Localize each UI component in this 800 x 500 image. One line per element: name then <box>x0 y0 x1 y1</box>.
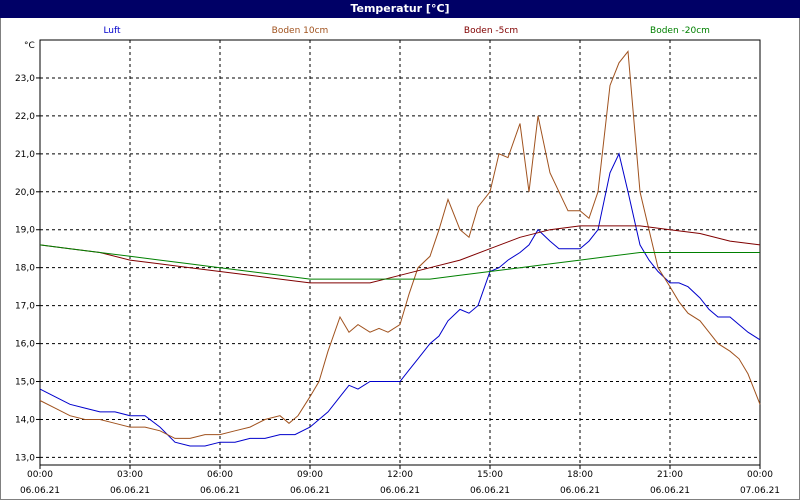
y-tick-label: 19,0 <box>15 226 35 236</box>
window-title: Temperatur [°C] <box>0 0 800 18</box>
x-tick-time-label: 21:00 <box>657 470 683 480</box>
legend: Luft Boden 10cm Boden -5cm Boden -20cm <box>103 26 710 36</box>
x-tick-time-label: 09:00 <box>297 470 323 480</box>
x-tick-date-label: 06.06.21 <box>650 486 690 496</box>
x-tick-date-label: 06.06.21 <box>20 486 60 496</box>
x-tick-time-label: 06:00 <box>207 470 233 480</box>
x-tick-time-label: 03:00 <box>117 470 143 480</box>
x-tick-time-label: 12:00 <box>387 470 413 480</box>
y-axis: 13,0 14,0 15,0 16,0 17,0 18,0 19,0 20,0 21,0 22,0… <box>15 74 40 463</box>
series-line-boden-10cm <box>39 50 761 439</box>
y-tick-label: 16,0 <box>15 340 35 350</box>
x-tick-time-label: 15:00 <box>477 470 503 480</box>
y-tick-label: 14,0 <box>15 415 35 425</box>
x-tick-date-label: 06.06.21 <box>290 486 330 496</box>
x-tick-date-label: 06.06.21 <box>110 486 150 496</box>
legend-entry: Boden -20cm <box>650 26 710 36</box>
x-tick-time-label: 00:00 <box>27 470 53 480</box>
x-tick-time-label: 18:00 <box>567 470 593 480</box>
legend-entry: Boden 10cm <box>272 26 329 36</box>
legend-entry: Boden -5cm <box>464 26 518 36</box>
y-tick-label: 13,0 <box>15 453 35 463</box>
series-line-boden-20cm <box>39 244 760 280</box>
y-tick-label: 20,0 <box>15 188 35 198</box>
x-tick-date-label: 06.06.21 <box>560 486 600 496</box>
x-axis: 00:00 06.06.21 03:00 06.06.21 06:00 06.06.21 0… <box>20 465 780 496</box>
y-tick-label: 21,0 <box>15 150 35 160</box>
y-tick-label: 22,0 <box>15 112 35 122</box>
series-lines <box>39 50 761 447</box>
x-tick-time-label: 00:00 <box>747 470 773 480</box>
x-tick-date-label: 07.06.21 <box>740 486 780 496</box>
series-line-boden-5cm <box>39 225 761 284</box>
y-tick-label: 17,0 <box>15 302 35 312</box>
legend-entry: Luft <box>103 26 121 36</box>
y-tick-label: 23,0 <box>15 74 35 84</box>
series-line-luft <box>39 152 761 447</box>
y-tick-label: 18,0 <box>15 264 35 274</box>
x-tick-date-label: 06.06.21 <box>200 486 240 496</box>
x-tick-date-label: 06.06.21 <box>470 486 510 496</box>
y-axis-unit-label: °C <box>24 41 35 51</box>
x-tick-date-label: 06.06.21 <box>380 486 420 496</box>
y-tick-label: 15,0 <box>15 378 35 388</box>
